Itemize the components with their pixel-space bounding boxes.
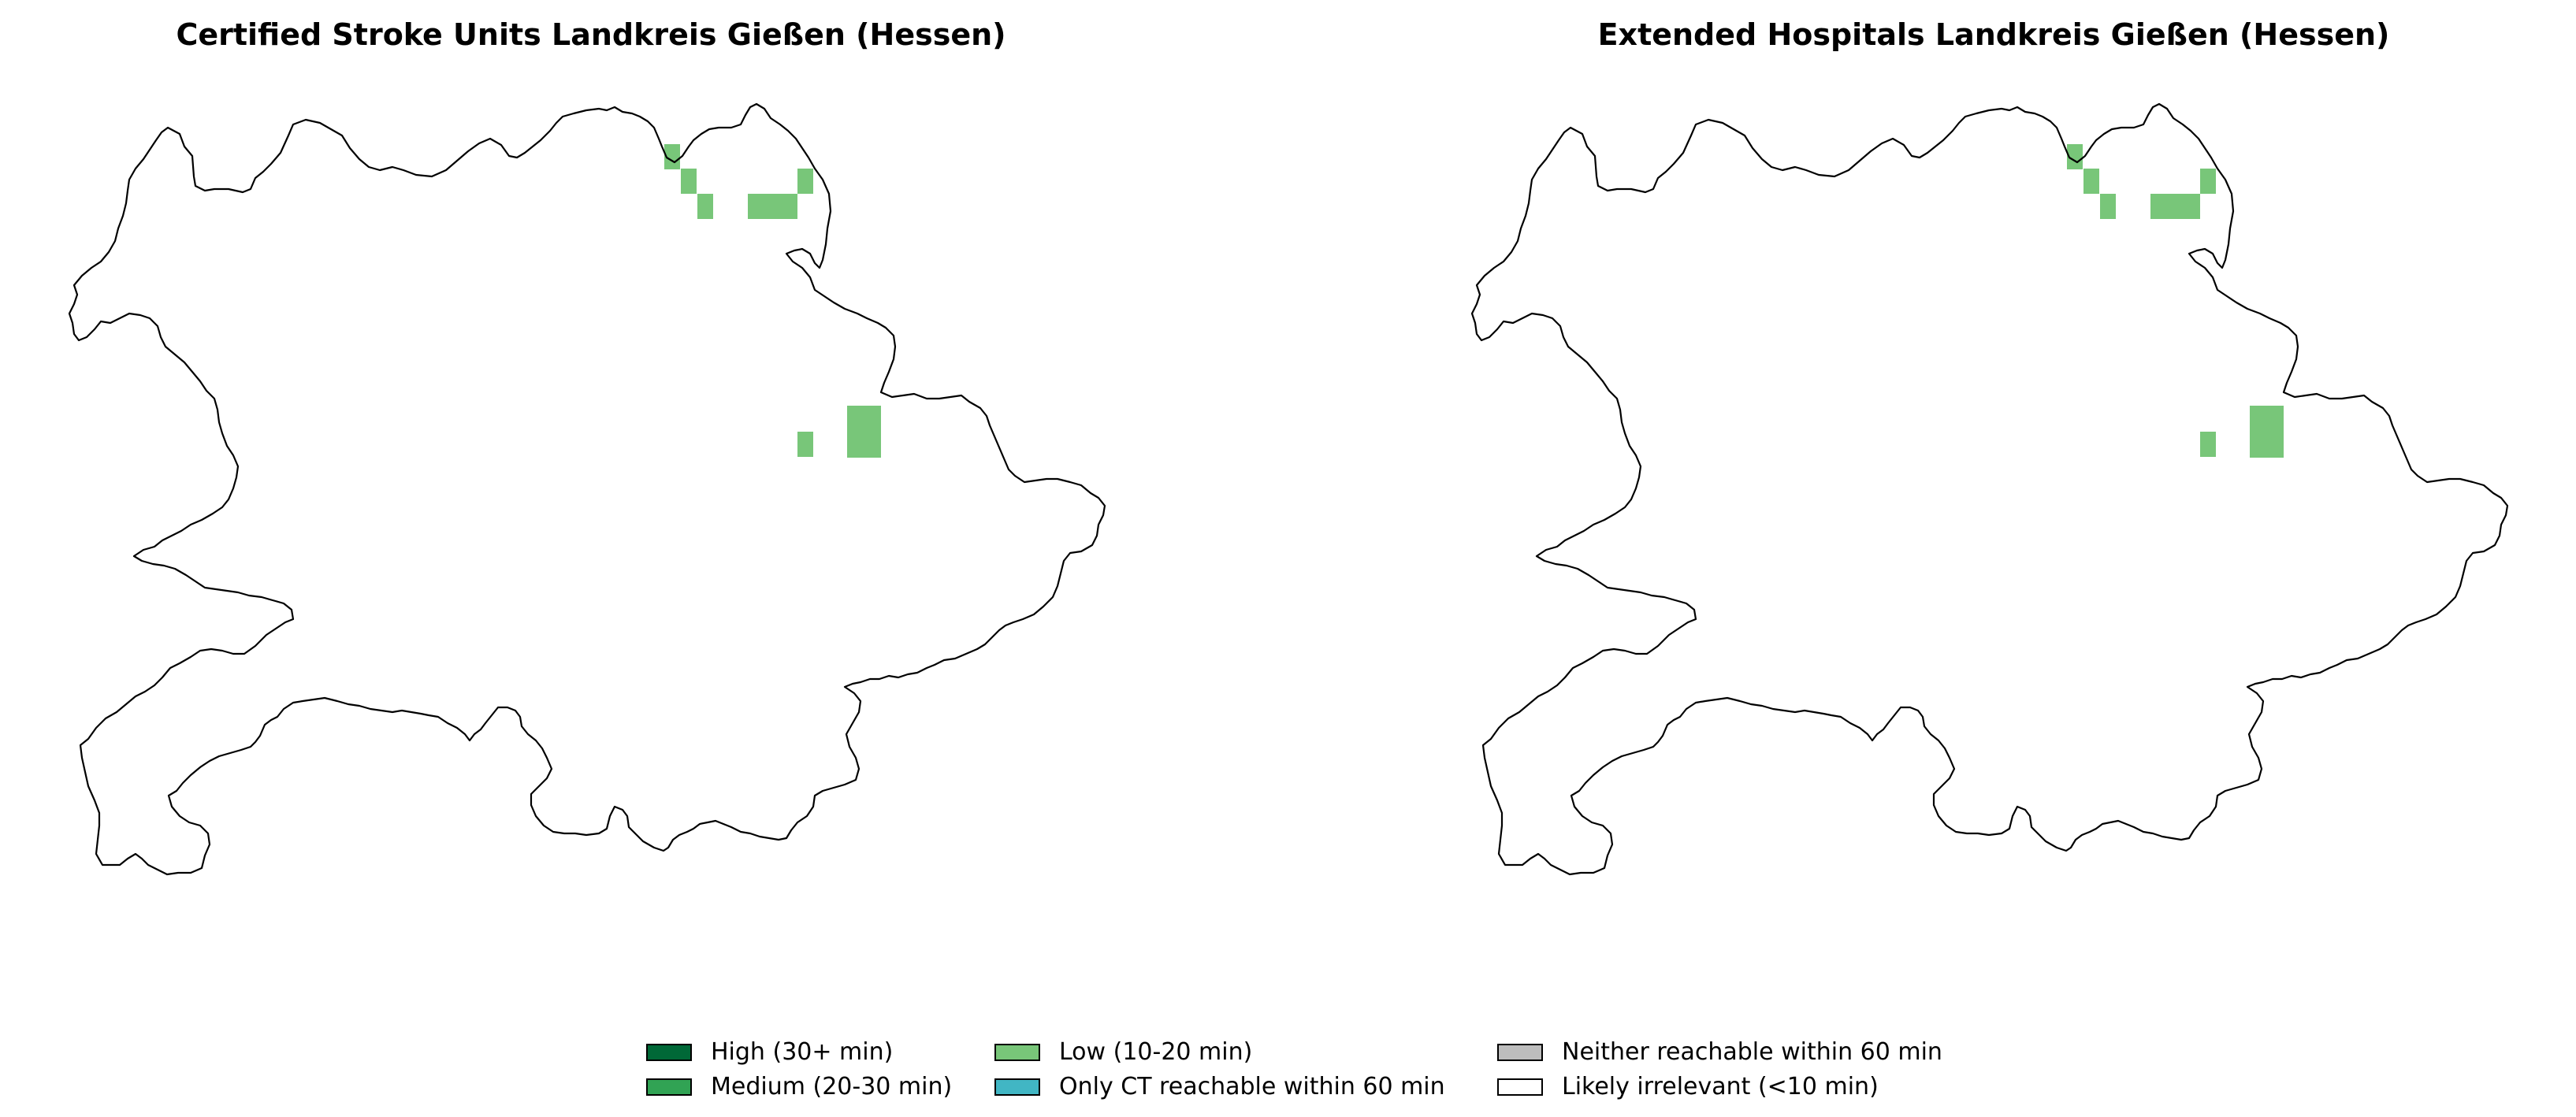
- panel-title: Extended Hospitals Landkreis Gießen (Hes…: [1597, 17, 2390, 52]
- grid-cell: [797, 432, 813, 457]
- legend-swatch: [646, 1043, 692, 1061]
- legend-label: Only CT reachable within 60 min: [1059, 1073, 1445, 1100]
- legend-label: Likely irrelevant (<10 min): [1562, 1073, 1879, 1100]
- grid-cell: [2250, 406, 2284, 458]
- grid-cell: [2083, 169, 2099, 194]
- district-boundary: [68, 102, 1106, 876]
- map-panel-certified-stroke-units: Certified Stroke Units Landkreis Gießen …: [0, 0, 1288, 985]
- legend-item-neither: Neither reachable within 60 min: [1497, 1038, 1942, 1066]
- legend-label: Low (10-20 min): [1059, 1038, 1253, 1066]
- grid-cell: [847, 406, 881, 458]
- grid-cell: [797, 169, 813, 194]
- panel-title: Certified Stroke Units Landkreis Gießen …: [176, 17, 1006, 52]
- grid-cell: [2200, 432, 2216, 457]
- grid-cell: [664, 144, 680, 169]
- legend-item-high: High (30+ min): [646, 1038, 893, 1066]
- legend-item-irrelevant: Likely irrelevant (<10 min): [1497, 1073, 1879, 1100]
- grid-cell: [2067, 144, 2083, 169]
- legend-swatch: [1497, 1043, 1543, 1061]
- legend-item-low: Low (10-20 min): [994, 1038, 1252, 1066]
- district-map: [1470, 102, 2509, 876]
- grid-cell: [2200, 169, 2216, 194]
- grid-cell: [748, 194, 797, 219]
- legend-label: Medium (20-30 min): [711, 1073, 953, 1100]
- grid-cell: [697, 194, 713, 219]
- district-map: [68, 102, 1106, 876]
- district-boundary: [1470, 102, 2509, 876]
- legend-swatch: [1497, 1078, 1543, 1096]
- low-reach-cells: [664, 144, 881, 458]
- legend-item-medium: Medium (20-30 min): [646, 1073, 952, 1100]
- grid-cell: [2100, 194, 2116, 219]
- low-reach-cells: [2067, 144, 2284, 458]
- legend-swatch: [994, 1078, 1040, 1096]
- legend-swatch: [994, 1043, 1040, 1061]
- legend: High (30+ min) Medium (20-30 min) Low (1…: [646, 1038, 1986, 1109]
- map-panel-extended-hospitals: Extended Hospitals Landkreis Gießen (Hes…: [1403, 0, 2576, 985]
- legend-label: High (30+ min): [711, 1038, 894, 1066]
- grid-cell: [2150, 194, 2200, 219]
- legend-item-only-ct: Only CT reachable within 60 min: [994, 1073, 1445, 1100]
- legend-label: Neither reachable within 60 min: [1562, 1038, 1942, 1066]
- legend-swatch: [646, 1078, 692, 1096]
- grid-cell: [681, 169, 697, 194]
